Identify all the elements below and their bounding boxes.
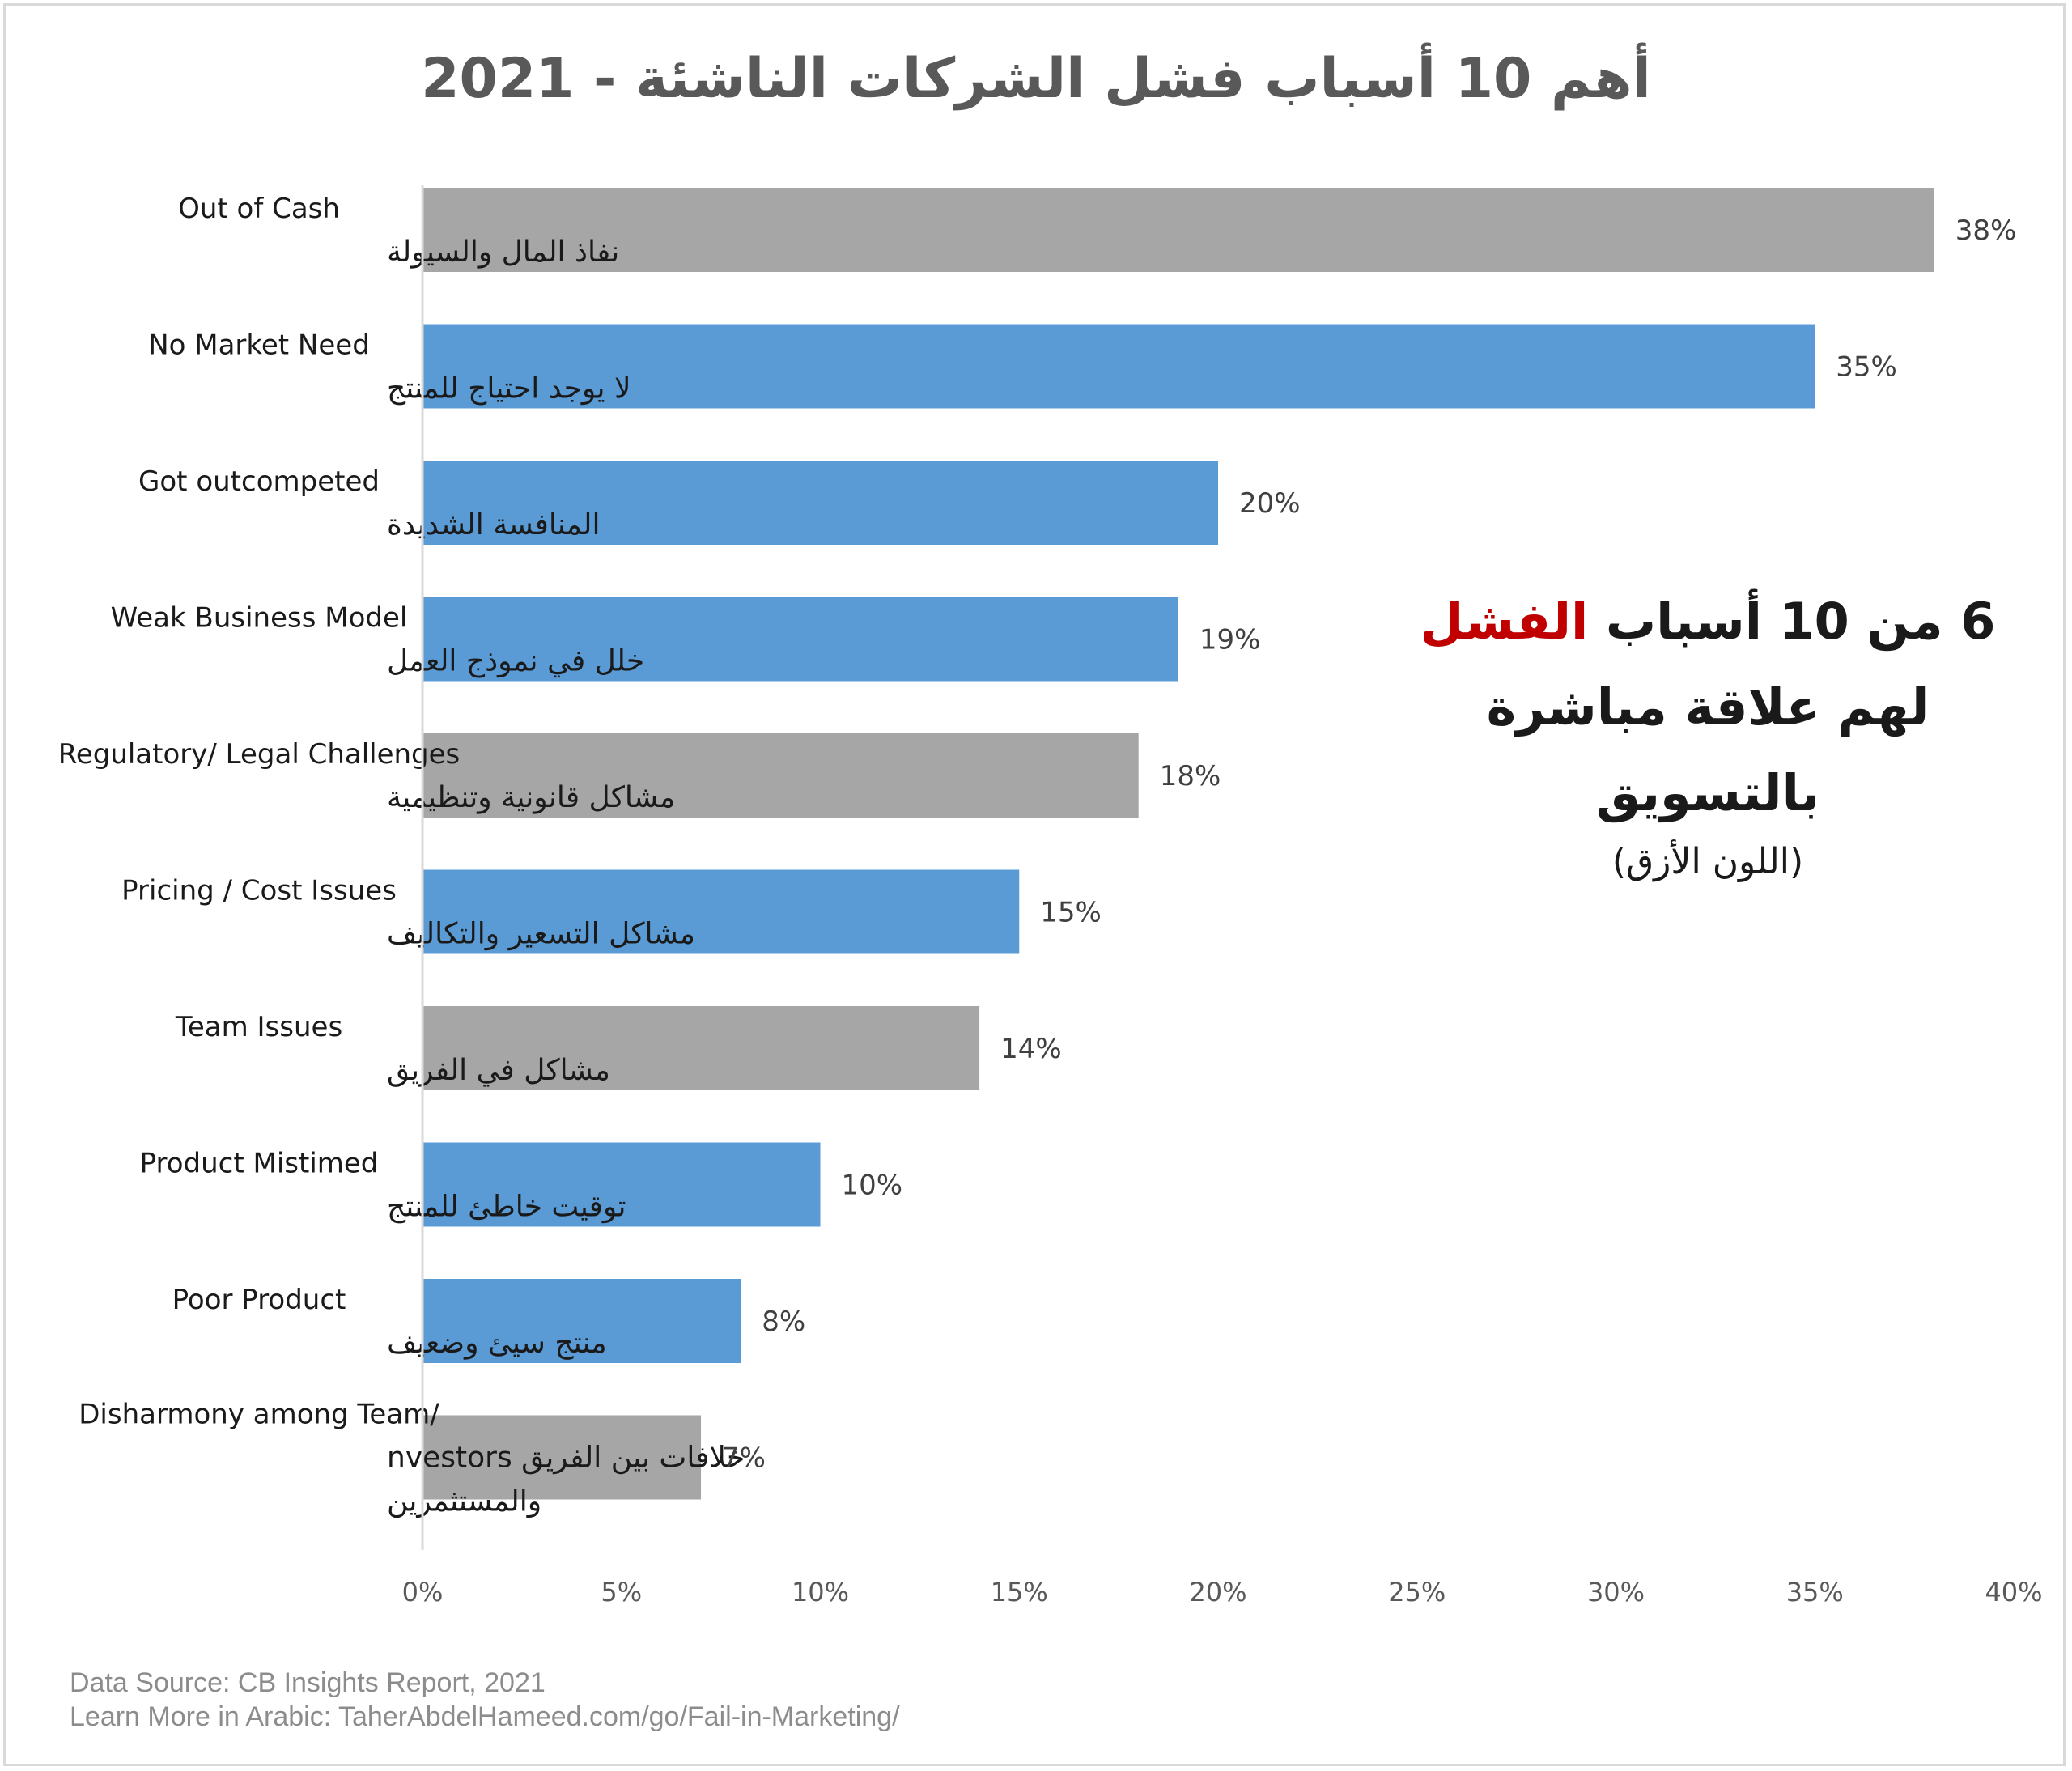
value-labels-layer: 38% 35% 20% 19% 18% 15% 14% 10% 8% 7% [722,214,2016,1475]
annotation-line-1: 6 من 10 أسباب الفشل [1376,579,2040,665]
annotation-line-3: بالتسويق [1595,763,1820,822]
x-tick-label-7: 30% [1587,1577,1645,1607]
x-tick-label-9: 40% [1985,1577,2042,1607]
value-label-6: 15% [1040,897,1102,929]
category-label-ar-10-2: والمستثمرين [387,1485,541,1518]
category-label-en-8: Product Mistimed [140,1148,379,1180]
bar-8 [422,1142,821,1227]
value-label-3: 20% [1239,487,1301,520]
chart-title: أهم 10 أسباب فشل الشركات الناشئة - 2021 [421,47,1651,111]
x-tick-label-6: 25% [1388,1577,1446,1607]
x-tick-label-2: 5% [601,1577,642,1607]
value-label-5: 18% [1160,760,1221,792]
category-label-ar-1-1: نفاذ المال والسيولة [387,236,619,269]
category-label-en-1: Out of Cash [178,193,340,225]
value-label-2: 35% [1836,351,1897,384]
marketing-annotation: 6 من 10 أسباب الفشل لهم علاقة مباشرة بال… [1376,579,2040,888]
bar-3 [422,461,1218,545]
x-tick-label-5: 20% [1189,1577,1246,1607]
bar-4 [422,597,1178,682]
x-tick-label-8: 35% [1786,1577,1844,1607]
learn-more-link[interactable]: Learn More in Arabic: TaherAbdelHameed.c… [70,1701,900,1732]
category-label-ar-5-1: مشاكل قانونية وتنظيمية [387,781,675,814]
annotation-line-2: لهم علاقة مباشرة [1486,677,1930,737]
x-axis: 0% 5% 10% 15% 20% 25% 30% 35% 40% [402,185,2043,1607]
x-tick-label-1: 0% [402,1577,444,1607]
category-label-en-9: Poor Product [172,1284,346,1316]
value-label-9: 8% [762,1306,805,1338]
bar-10 [422,1415,702,1500]
annotation-highlight: الفشل [1420,592,1589,651]
category-label-ar-10-1: nvestors خلافات بين الفريق [387,1442,745,1475]
bar-2 [422,324,1815,409]
category-label-ar-3-1: المنافسة الشديدة [387,508,600,541]
value-label-8: 10% [842,1170,903,1202]
bar-1 [422,188,1934,272]
annotation-prefix: 6 من 10 أسباب [1588,592,1996,651]
category-label-en-10: Disharmony among Team/ [79,1399,439,1431]
category-label-en-6: Pricing / Cost Issues [121,875,397,907]
bars-layer [422,188,1934,1500]
category-label-ar-6-1: مشاكل التسعير والتكاليف [387,918,695,951]
category-label-ar-9-1: منتج سيئ وضعيف [387,1327,607,1360]
footer: Data Source: CB Insights Report, 2021 Le… [70,1666,900,1734]
category-label-en-4: Weak Business Model [111,602,408,635]
category-label-ar-2-1: لا يوجد احتياج للمنتج [387,372,631,406]
value-label-4: 19% [1199,624,1261,656]
category-label-ar-4-1: خلل في نموذج العمل [387,645,644,678]
category-label-en-2: No Market Need [148,329,370,362]
value-label-1: 38% [1955,214,2017,247]
category-label-en-3: Got outcompeted [138,465,380,498]
x-tick-label-3: 10% [792,1577,849,1607]
category-labels-layer: Out of Cash نفاذ المال والسيولة No Market … [58,193,745,1518]
category-label-en-7: Team Issues [175,1011,342,1043]
x-tick-label-4: 15% [991,1577,1048,1607]
category-label-en-5: Regulatory/ Legal Challenges [58,738,461,771]
bar-7 [422,1006,980,1090]
bar-5 [422,733,1139,818]
chart-frame [3,3,2066,1766]
bar-9 [422,1279,741,1363]
value-label-7: 14% [1000,1033,1062,1065]
data-source: Data Source: CB Insights Report, 2021 [70,1667,546,1698]
category-label-ar-8-1: توقيت خاطئ للمنتج [387,1191,626,1224]
category-label-ar-7-1: مشاكل في الفريق [387,1054,610,1087]
value-label-10: 7% [722,1442,766,1475]
bar-6 [422,869,1020,954]
annotation-line-4: (اللون الأزق) [1611,841,1804,882]
